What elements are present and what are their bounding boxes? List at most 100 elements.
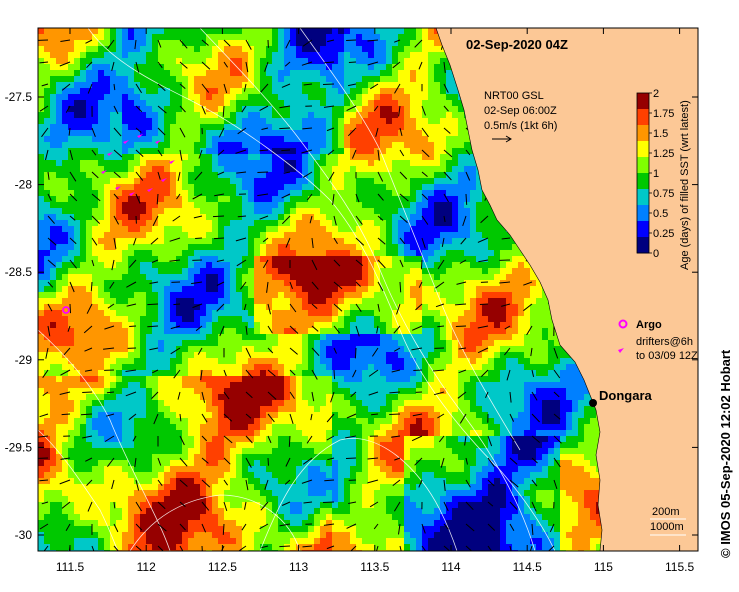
colorbar-ticks: 0 0.25 0.5 0.75 1 1.25 1.5 1.75 2 [649, 88, 674, 260]
current-vector [267, 435, 272, 444]
colorbar-tick-label: 1 [653, 168, 659, 180]
current-vector [59, 479, 71, 485]
current-vector [355, 325, 360, 337]
current-vector [264, 479, 269, 490]
current-vector [377, 259, 386, 269]
current-vector [346, 523, 357, 529]
current-vector [302, 457, 313, 465]
current-vector [330, 391, 335, 403]
current-vector [391, 369, 401, 373]
drifter-legend-icon [618, 348, 624, 353]
current-vector [487, 479, 495, 487]
drifters-legend-line2: to 03/09 12Z [636, 350, 698, 362]
current-vector [261, 127, 269, 130]
current-vector [135, 193, 141, 204]
current-vector [91, 545, 95, 551]
current-vector [377, 237, 386, 245]
current-vector [332, 193, 335, 205]
current-vector [39, 105, 49, 112]
current-vector [355, 215, 363, 225]
current-vector [157, 545, 164, 551]
argo-floats [62, 134, 175, 314]
current-vector [216, 259, 225, 262]
current-vector [69, 193, 78, 202]
current-vector [87, 501, 93, 512]
current-vector [399, 149, 405, 157]
current-vector [82, 391, 93, 393]
current-vector [152, 369, 159, 374]
current-vector [509, 479, 519, 488]
current-vector [245, 347, 252, 358]
current-vector [398, 105, 401, 117]
current-vector [504, 325, 511, 330]
current-vector [107, 303, 115, 309]
current-vector [111, 259, 115, 271]
current-vector [284, 479, 291, 485]
current-vector [333, 347, 337, 354]
current-vector [267, 325, 273, 334]
current-vector [173, 303, 181, 306]
current-vector [399, 215, 408, 224]
drifters-legend-line1: drifters@6h [636, 336, 693, 348]
current-vector [179, 501, 186, 507]
current-vector [69, 215, 76, 221]
drifter-marker [137, 134, 143, 138]
current-vector [157, 171, 161, 180]
current-vector [134, 457, 137, 468]
current-vector [333, 215, 337, 226]
current-vector [333, 325, 340, 334]
current-vector [509, 391, 512, 403]
current-vector [216, 281, 225, 286]
current-vector [355, 237, 365, 246]
current-vector [421, 149, 430, 158]
current-vector [113, 171, 121, 178]
current-vector [311, 281, 319, 290]
current-vector [61, 501, 71, 509]
current-vector [135, 105, 143, 113]
x-tick-label: 114.5 [513, 560, 542, 574]
current-scale-info: NRT00 GSL 02-Sep 06:00Z 0.5m/s (1kt 6h) [484, 90, 557, 143]
current-vector [245, 413, 252, 419]
current-vector [259, 523, 269, 530]
y-tick-label: -30 [15, 528, 33, 542]
current-vector [133, 237, 137, 246]
current-vector [281, 83, 291, 88]
current-vector [348, 61, 357, 63]
current-vector [326, 435, 335, 441]
current-vector [389, 391, 401, 394]
current-vector [509, 545, 512, 551]
x-tick-label: 111.5 [56, 560, 85, 574]
current-vector [43, 545, 49, 551]
current-vector [549, 523, 555, 533]
map-frame [37, 27, 699, 552]
current-vector [392, 479, 401, 486]
current-vector [553, 391, 560, 398]
current-vector [91, 149, 97, 156]
current-vector [396, 303, 401, 315]
current-vector [346, 105, 357, 112]
current-vector [151, 259, 159, 263]
current-vector [394, 39, 401, 43]
current-vector [485, 391, 489, 398]
current-vector [509, 523, 515, 531]
current-vector [235, 149, 247, 154]
current-vector [288, 435, 291, 447]
current-vector [477, 325, 489, 329]
current-vector [443, 105, 449, 112]
colorbar-tick-label: 0.25 [653, 228, 674, 240]
current-vector [85, 457, 93, 462]
current-vector [243, 83, 247, 92]
current-vector [85, 39, 93, 44]
current-vector [289, 369, 296, 376]
current-vector [523, 281, 533, 286]
current-vector [433, 369, 445, 372]
current-vector [465, 523, 475, 532]
drifter-marker [161, 178, 167, 182]
x-tick-label: 112 [137, 560, 156, 574]
current-vector [195, 237, 203, 239]
current-vector [454, 303, 467, 306]
current-vector [399, 259, 404, 268]
current-vector [324, 479, 335, 482]
current-vector [326, 127, 335, 132]
